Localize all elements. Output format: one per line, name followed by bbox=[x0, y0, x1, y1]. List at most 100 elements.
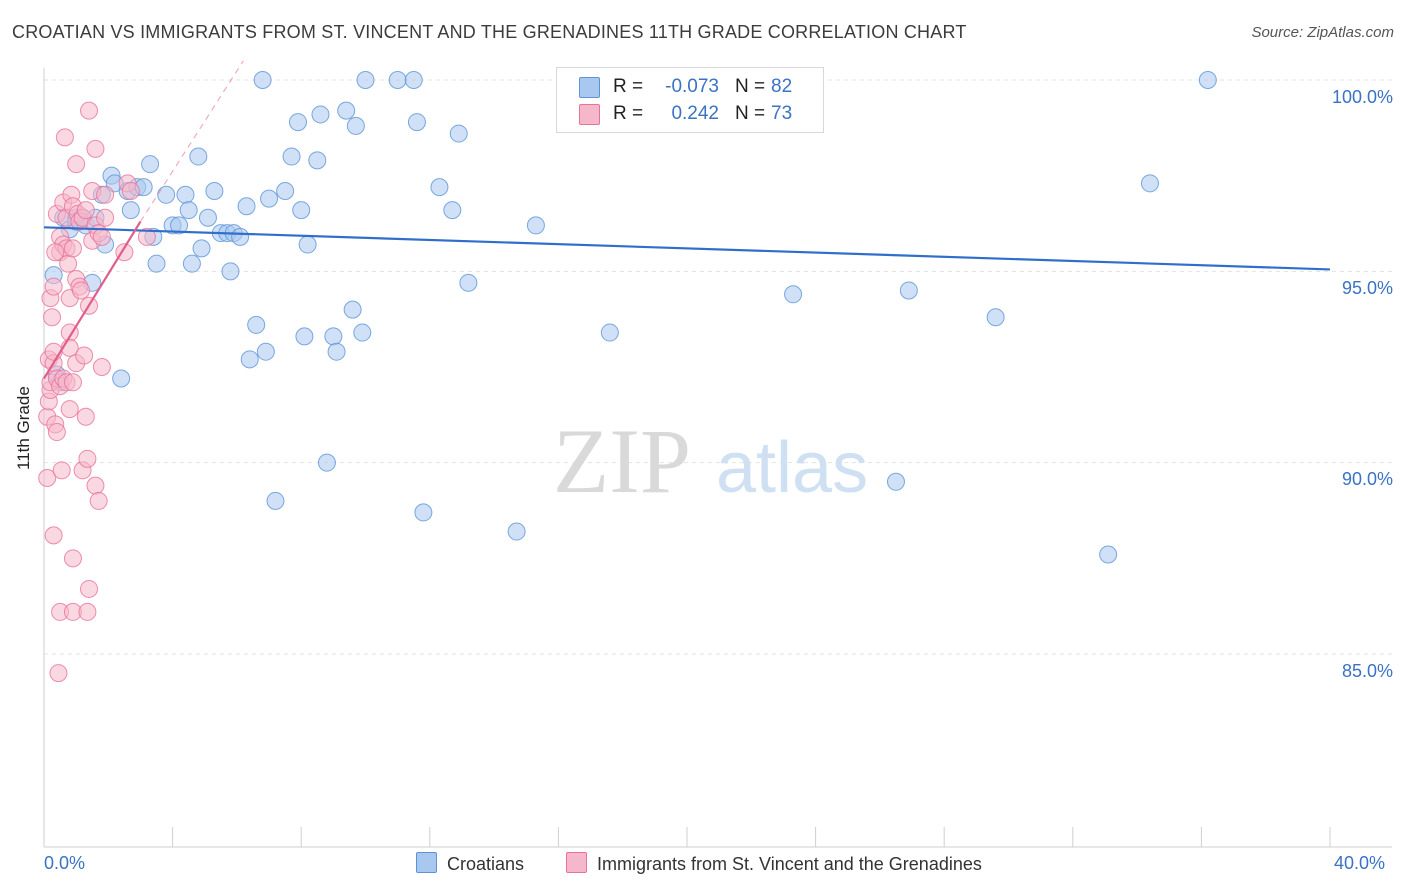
watermark: ZIP atlas bbox=[553, 410, 868, 512]
croatians-point bbox=[247, 315, 266, 334]
x-tick-label: 0.0% bbox=[44, 853, 86, 873]
croatians-point bbox=[260, 189, 279, 208]
croatians-point bbox=[404, 71, 423, 89]
croatians-point bbox=[292, 201, 311, 220]
croatians-point bbox=[157, 185, 176, 204]
y-tick-label: 100.0% bbox=[1331, 87, 1393, 107]
immigrants-point bbox=[96, 208, 115, 227]
croatians-point bbox=[343, 300, 362, 319]
croatians-point bbox=[266, 491, 285, 510]
croatians-point bbox=[276, 181, 295, 200]
immigrants-point bbox=[92, 358, 111, 376]
source-label: Source: ZipAtlas.com bbox=[1251, 24, 1394, 41]
croatians-point bbox=[356, 71, 375, 89]
immigrants-point bbox=[44, 277, 63, 296]
croatians-point bbox=[317, 453, 336, 472]
x-tick-label: 40.0% bbox=[1334, 853, 1386, 873]
immigrants-point bbox=[75, 346, 94, 365]
immigrants-point bbox=[55, 128, 74, 147]
r-value: -0.073 bbox=[665, 76, 719, 97]
axes bbox=[43, 68, 1392, 848]
immigrants-point bbox=[89, 491, 108, 510]
croatians-point bbox=[414, 503, 433, 522]
n-label: N = bbox=[735, 103, 766, 124]
immigrants-point bbox=[43, 308, 62, 327]
immigrants-point bbox=[76, 201, 95, 220]
croatians-point bbox=[298, 235, 317, 254]
croatians-point bbox=[288, 113, 307, 132]
immigrants-point bbox=[121, 181, 140, 200]
immigrants-point bbox=[78, 602, 97, 621]
immigrants-point bbox=[44, 526, 63, 545]
legend-label: Immigrants from St. Vincent and the Gren… bbox=[597, 854, 982, 874]
croatians-point bbox=[507, 522, 526, 541]
immigrants-point bbox=[92, 227, 111, 246]
croatians-trend-line bbox=[43, 226, 1331, 271]
croatians-point bbox=[449, 124, 468, 143]
immigrants-point bbox=[78, 449, 97, 468]
immigrants-point bbox=[63, 239, 82, 258]
croatians-point bbox=[443, 201, 462, 220]
croatians-point bbox=[189, 147, 208, 166]
croatians-point bbox=[141, 155, 160, 174]
immigrants-point bbox=[46, 243, 65, 262]
croatians-point bbox=[182, 254, 201, 273]
stats-row-immigrants: R = 0.242 N = 73 bbox=[557, 101, 823, 127]
croatians-point bbox=[337, 101, 356, 120]
y-axis-label: 11th Grade bbox=[14, 386, 33, 470]
croatians-point bbox=[237, 197, 256, 216]
croatians-legend-swatch bbox=[416, 852, 437, 873]
stats-box: R = -0.073 N = 82 R = 0.242 N = 73 bbox=[556, 67, 824, 133]
y-tick-label: 85.0% bbox=[1341, 661, 1393, 681]
croatians-point bbox=[179, 201, 198, 220]
croatians-point bbox=[282, 147, 301, 166]
immigrants-point bbox=[38, 468, 57, 487]
croatians-point bbox=[784, 285, 803, 304]
croatians-point bbox=[256, 342, 275, 361]
r-value: 0.242 bbox=[671, 103, 719, 124]
immigrants-point bbox=[52, 461, 71, 480]
immigrants-trend-line bbox=[43, 221, 142, 380]
chart-title: CROATIAN VS IMMIGRANTS FROM ST. VINCENT … bbox=[12, 22, 967, 42]
immigrants-point bbox=[63, 549, 82, 568]
n-label: N = bbox=[735, 76, 766, 97]
croatians-point bbox=[311, 105, 330, 124]
croatians-point bbox=[1198, 71, 1217, 89]
r-label: R = bbox=[613, 103, 644, 124]
stats-row-croatians: R = -0.073 N = 82 bbox=[557, 74, 823, 100]
croatians-point bbox=[600, 323, 619, 342]
y-tick-label: 90.0% bbox=[1341, 469, 1393, 489]
immigrants-swatch bbox=[579, 104, 600, 125]
croatians-swatch bbox=[579, 77, 600, 98]
immigrants-point bbox=[63, 373, 82, 392]
croatians-point bbox=[459, 273, 478, 292]
croatians-point bbox=[121, 201, 140, 220]
croatians-point bbox=[430, 178, 449, 197]
trend-lines bbox=[43, 60, 1331, 380]
legend-label: Croatians bbox=[447, 854, 525, 874]
legend-item-croatians[interactable]: Croatians bbox=[416, 852, 524, 875]
n-value: 82 bbox=[771, 76, 793, 97]
croatians-point bbox=[346, 116, 365, 135]
croatians-point bbox=[295, 327, 314, 346]
immigrants-point bbox=[47, 423, 66, 442]
r-label: R = bbox=[613, 76, 644, 97]
immigrants-point bbox=[137, 227, 156, 246]
watermark-atlas: atlas bbox=[716, 428, 868, 508]
croatians-point bbox=[324, 327, 343, 346]
croatians-point bbox=[112, 369, 131, 388]
croatians-point bbox=[886, 472, 905, 491]
immigrants-point bbox=[86, 476, 105, 495]
legend-item-immigrants[interactable]: Immigrants from St. Vincent and the Gren… bbox=[566, 852, 982, 875]
immigrants-legend-swatch bbox=[566, 852, 587, 873]
immigrants-point bbox=[49, 664, 68, 683]
croatians-point bbox=[308, 151, 327, 170]
immigrants-point bbox=[71, 281, 90, 300]
croatians-point bbox=[221, 262, 240, 281]
trend-line-dashed bbox=[139, 60, 244, 222]
croatians-point bbox=[407, 113, 426, 132]
croatians-point bbox=[1140, 174, 1159, 193]
immigrants-point bbox=[86, 139, 105, 158]
croatians-point bbox=[231, 227, 250, 246]
